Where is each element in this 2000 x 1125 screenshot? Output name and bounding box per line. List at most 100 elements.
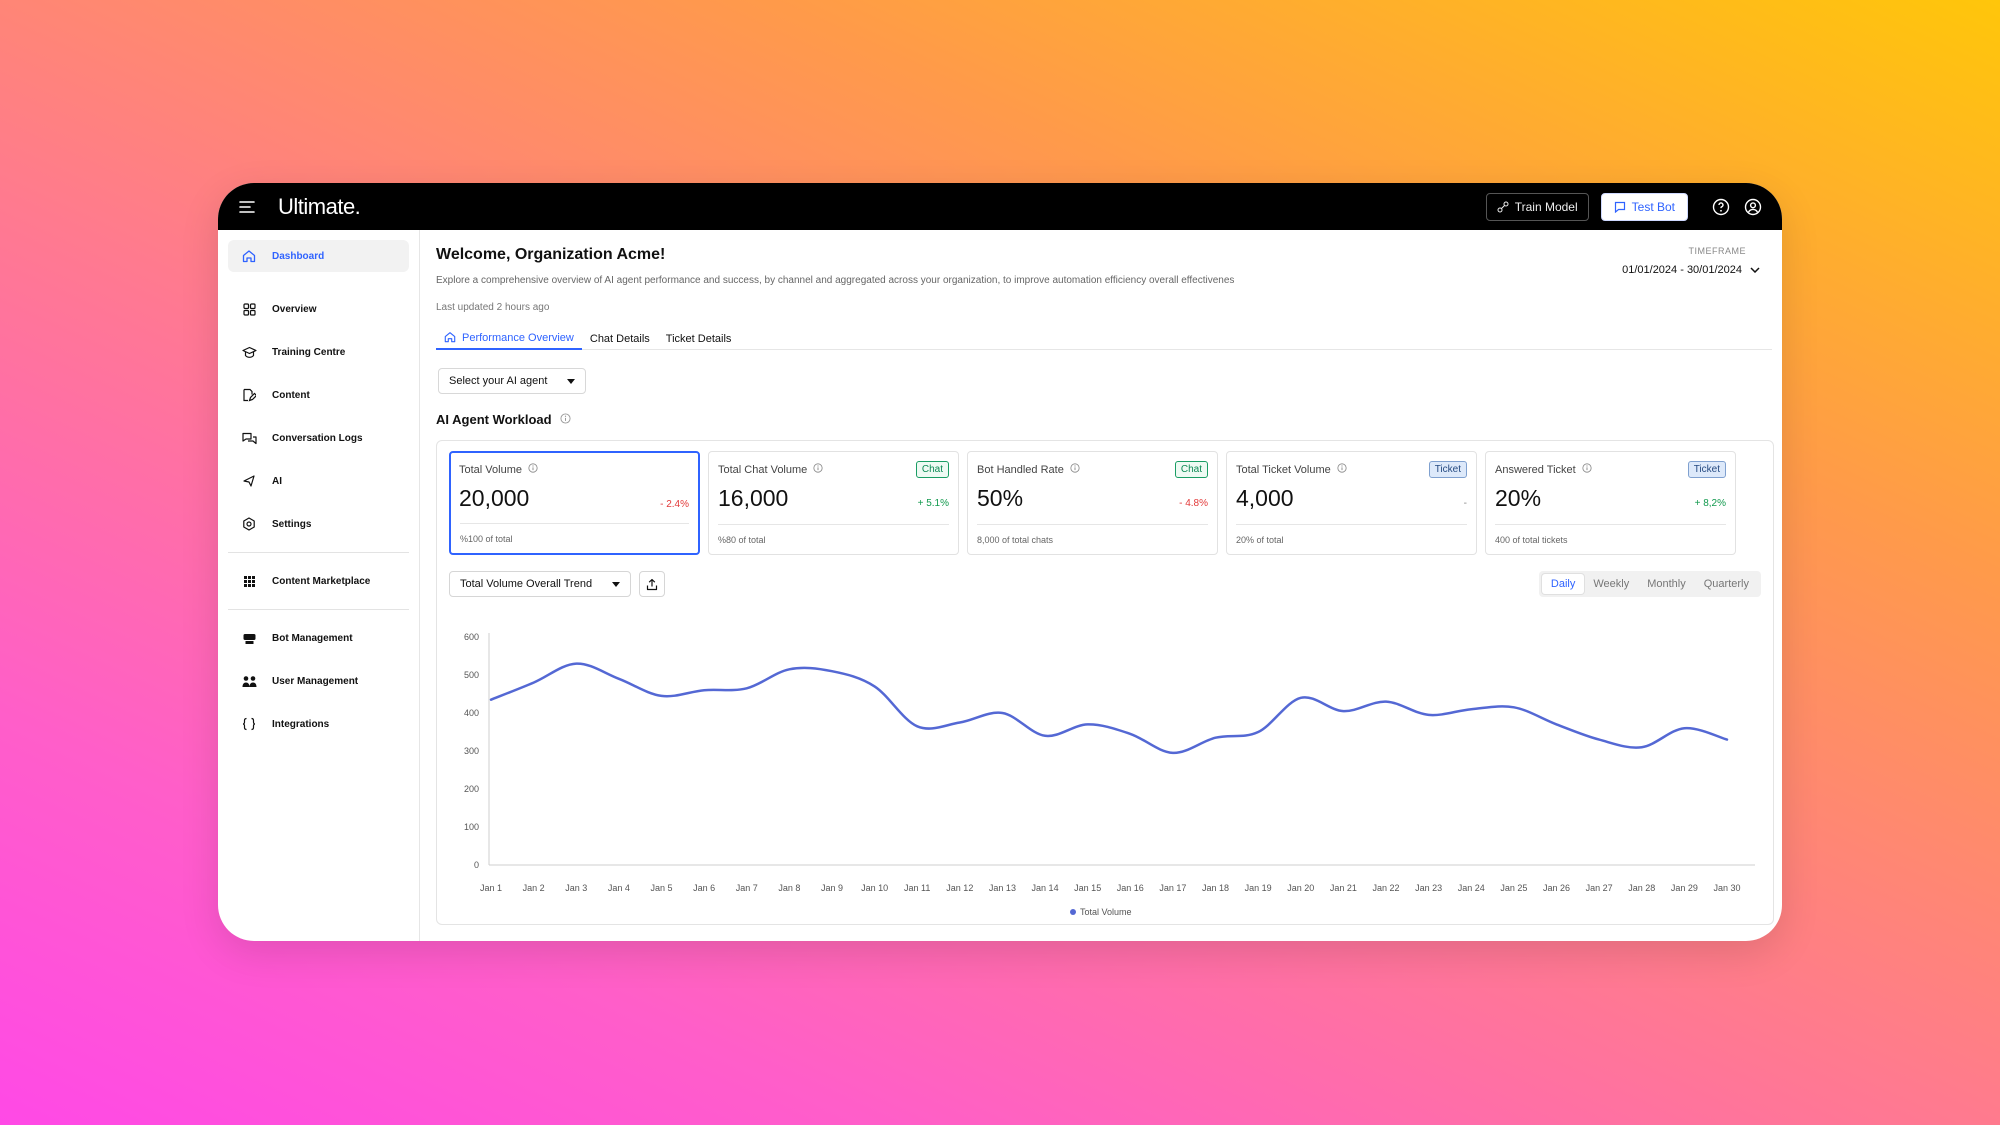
- info-icon[interactable]: [560, 412, 571, 427]
- x-tick-label: Jan 8: [778, 883, 800, 893]
- x-tick-label: Jan 19: [1245, 883, 1272, 893]
- home-icon: [241, 248, 257, 264]
- tab-performance-overview[interactable]: Performance Overview: [436, 328, 582, 350]
- x-tick-label: Jan 9: [821, 883, 843, 893]
- page-title: Welcome, Organization Acme!: [436, 246, 666, 263]
- range-option-monthly[interactable]: Monthly: [1647, 578, 1686, 590]
- kpi-card-total-volume[interactable]: Total Volume 20,000 - 2.4% %100 of total: [449, 451, 700, 555]
- ai-agent-select[interactable]: Select your AI agent: [438, 368, 586, 394]
- x-tick-label: Jan 12: [946, 883, 973, 893]
- x-tick-label: Jan 5: [650, 883, 672, 893]
- sidebar-item-bot-management[interactable]: Bot Management: [228, 622, 409, 654]
- kpi-card-title: Total Volume: [459, 463, 690, 476]
- section-title-text: AI Agent Workload: [436, 412, 552, 427]
- export-button[interactable]: [639, 571, 665, 597]
- chat-bubble-icon: [1614, 201, 1625, 213]
- kpi-card-total-ticket-volume[interactable]: Total Ticket Volume Ticket 4,000 - 20% of to…: [1226, 451, 1477, 555]
- info-icon[interactable]: [1337, 463, 1347, 476]
- kpi-card-delta: + 5.1%: [917, 498, 949, 509]
- info-icon[interactable]: [813, 463, 823, 476]
- sidebar-divider: [228, 609, 409, 610]
- test-bot-button[interactable]: Test Bot: [1600, 192, 1688, 221]
- kpi-card-title-text: Total Volume: [459, 463, 522, 476]
- section-title: AI Agent Workload: [436, 412, 571, 427]
- kpi-card-title-text: Answered Ticket: [1495, 463, 1576, 476]
- hamburger-menu-icon[interactable]: [236, 196, 258, 218]
- grid-icon: [241, 301, 257, 317]
- timeframe-picker[interactable]: TIMEFRAME 01/01/2024 - 30/01/2024: [1622, 246, 1760, 276]
- sidebar-item-content[interactable]: Content: [228, 379, 409, 411]
- trend-select-value: Total Volume Overall Trend: [460, 578, 593, 590]
- kpi-card-answered-ticket[interactable]: Answered Ticket Ticket 20% + 8,2% 400 of tot…: [1485, 451, 1736, 555]
- kpi-card-title-text: Bot Handled Rate: [977, 463, 1064, 476]
- range-option-quarterly[interactable]: Quarterly: [1703, 578, 1749, 590]
- y-tick-label: 0: [474, 860, 479, 870]
- ai-agent-select-value: Select your AI agent: [449, 375, 548, 387]
- sidebar-item-label: Bot Management: [272, 632, 353, 644]
- user-profile-icon[interactable]: [1742, 196, 1764, 218]
- info-icon[interactable]: [528, 463, 538, 476]
- x-tick-label: Jan 26: [1543, 883, 1570, 893]
- kpi-card-total-chat-volume[interactable]: Total Chat Volume Chat 16,000 + 5.1% %80 of …: [708, 451, 959, 555]
- range-option-weekly[interactable]: Weekly: [1593, 578, 1630, 590]
- caret-down-icon: [612, 578, 620, 590]
- range-option-daily[interactable]: Daily: [1541, 574, 1585, 594]
- sidebar-item-overview[interactable]: Overview: [228, 293, 409, 325]
- x-tick-label: Jan 3: [565, 883, 587, 893]
- graduation-cap-icon: [241, 344, 257, 360]
- tab-chat-details[interactable]: Chat Details: [582, 328, 658, 350]
- sidebar-item-conversation-logs[interactable]: Conversation Logs: [228, 422, 409, 454]
- tab-ticket-details[interactable]: Ticket Details: [658, 328, 740, 350]
- train-model-button[interactable]: Train Model: [1485, 192, 1589, 221]
- sidebar-item-content-marketplace[interactable]: Content Marketplace: [228, 565, 409, 597]
- kpi-card-title: Total Chat Volume: [718, 463, 949, 476]
- info-icon[interactable]: [1070, 463, 1080, 476]
- x-tick-label: Jan 24: [1458, 883, 1485, 893]
- y-tick-label: 300: [464, 746, 479, 756]
- x-tick-label: Jan 6: [693, 883, 715, 893]
- x-tick-label: Jan 15: [1074, 883, 1101, 893]
- channel-badge: Ticket: [1428, 461, 1467, 478]
- test-bot-label: Test Bot: [1631, 199, 1675, 214]
- last-updated-text: Last updated 2 hours ago: [436, 302, 550, 313]
- sidebar-item-settings[interactable]: Settings: [228, 508, 409, 540]
- trend-select[interactable]: Total Volume Overall Trend: [449, 571, 631, 597]
- channel-badge: Chat: [915, 461, 949, 478]
- x-tick-label: Jan 23: [1415, 883, 1442, 893]
- bot-icon: [241, 630, 257, 646]
- main-content: Welcome, Organization Acme! Explore a co…: [436, 230, 1782, 941]
- info-icon[interactable]: [1582, 463, 1592, 476]
- kpi-card-delta: - 2.4%: [660, 499, 689, 510]
- sidebar-item-ai[interactable]: AI: [228, 465, 409, 497]
- sidebar-item-label: Conversation Logs: [272, 432, 363, 444]
- legend-marker: [1070, 909, 1076, 915]
- sidebar-item-integrations[interactable]: Integrations: [228, 708, 409, 740]
- kpi-card-title-text: Total Ticket Volume: [1236, 463, 1331, 476]
- range-toggle: Daily Weekly Monthly Quarterly: [1538, 571, 1761, 597]
- sidebar-item-user-management[interactable]: User Management: [228, 665, 409, 697]
- sidebar-item-label: Training Centre: [272, 346, 346, 358]
- timeframe-value: 01/01/2024 - 30/01/2024: [1622, 264, 1742, 276]
- kpi-card-value: 50%: [977, 485, 1024, 511]
- x-tick-label: Jan 16: [1117, 883, 1144, 893]
- kpi-card-bot-handled-rate[interactable]: Bot Handled Rate Chat 50% - 4.8% 8,000 of to…: [967, 451, 1218, 555]
- tab-label: Performance Overview: [462, 332, 574, 344]
- x-tick-label: Jan 11: [904, 883, 930, 893]
- sidebar-item-dashboard[interactable]: Dashboard: [228, 240, 409, 272]
- channel-badge: Ticket: [1687, 461, 1726, 478]
- x-tick-label: Jan 21: [1330, 883, 1357, 893]
- x-tick-label: Jan 30: [1713, 883, 1740, 893]
- chevron-down-icon: [1750, 264, 1760, 276]
- gear-icon: [241, 516, 257, 532]
- y-tick-label: 400: [464, 708, 479, 718]
- legend-label: Total Volume: [1080, 907, 1132, 917]
- braces-icon: [241, 716, 257, 732]
- help-icon[interactable]: [1710, 196, 1732, 218]
- sidebar-item-training-centre[interactable]: Training Centre: [228, 336, 409, 368]
- x-tick-label: Jan 2: [523, 883, 545, 893]
- sidebar-item-label: Dashboard: [272, 250, 325, 262]
- upload-icon: [646, 578, 658, 590]
- app-window: Ultimate. Train Model Test Bot Dashboard…: [218, 183, 1782, 941]
- sidebar-divider: [228, 552, 409, 553]
- kpi-card-footnote: 20% of total: [1236, 524, 1467, 554]
